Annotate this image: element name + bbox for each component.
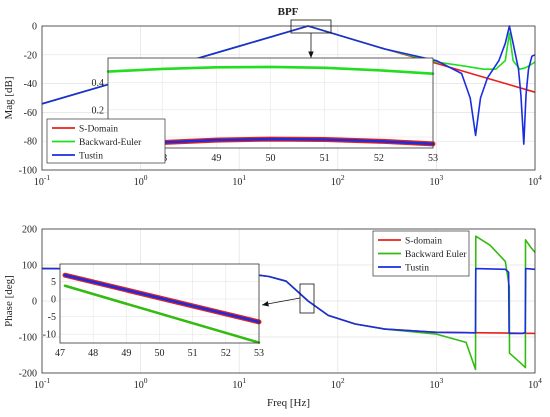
x-tick-label: 10-1 xyxy=(34,173,50,188)
inset-x-tick-label: 51 xyxy=(320,153,330,164)
zoom-region-box xyxy=(299,283,315,314)
x-tick-label: 101 xyxy=(232,173,246,188)
y-tick-label: 0 xyxy=(32,22,37,33)
inset-series-line-backward-euler xyxy=(106,65,435,75)
inset-x-tick-label: 51 xyxy=(188,348,198,359)
x-tick-label: 104 xyxy=(528,173,542,188)
x-tick-label: 10-1 xyxy=(34,376,50,391)
y-tick-label: -100 xyxy=(19,333,37,344)
y-axis-label: Phase [deg] xyxy=(3,275,15,327)
inset-x-tick-label: 50 xyxy=(155,348,165,359)
x-axis-label: Freq [Hz] xyxy=(267,397,310,409)
y-tick-label: -40 xyxy=(24,79,37,90)
y-tick-label: -20 xyxy=(24,50,37,61)
x-tick-label: 103 xyxy=(430,376,444,391)
legend-entry: S-domain xyxy=(405,237,442,247)
x-tick-label: 102 xyxy=(331,376,345,391)
series-line-tustin xyxy=(41,25,536,145)
phase-legend: S-domain Backward Euler Tustin xyxy=(372,230,470,277)
inset-y-tick-label: -5 xyxy=(48,312,56,323)
zoom-arrow-head xyxy=(262,301,269,307)
y-tick-label: 100 xyxy=(22,261,37,272)
annotation-label: BPF xyxy=(278,6,299,18)
inset-x-tick-label: 52 xyxy=(221,348,231,359)
x-tick-label: 102 xyxy=(331,173,345,188)
inset-x-tick-label: 49 xyxy=(211,153,221,164)
legend-entry: Backward-Euler xyxy=(79,138,142,148)
inset-frame xyxy=(107,57,434,149)
inset-y-tick-label: 0.4 xyxy=(92,78,105,89)
y-tick-label: -100 xyxy=(19,166,37,177)
inset-y-tick-label: 0 xyxy=(51,295,56,306)
inset-y-tick-label: -10 xyxy=(43,330,56,341)
zoom-arrow-head xyxy=(308,51,314,58)
y-tick-label: -80 xyxy=(24,137,37,148)
phase-axes-frame xyxy=(41,228,536,374)
x-tick-label: 101 xyxy=(232,376,246,391)
y-axis-label: Mag [dB] xyxy=(3,76,15,119)
legend-entry: Backward Euler xyxy=(405,250,467,260)
x-tick-label: 100 xyxy=(134,173,148,188)
magnitude-legend: S-Domain Backward-Euler Tustin xyxy=(46,118,166,164)
x-tick-label: 103 xyxy=(430,173,444,188)
y-tick-label: 200 xyxy=(22,225,37,236)
inset-x-tick-label: 48 xyxy=(88,348,98,359)
y-tick-label: -200 xyxy=(19,369,37,380)
legend-entry: Tustin xyxy=(79,152,103,162)
inset-x-tick-label: 53 xyxy=(428,153,438,164)
x-tick-label: 104 xyxy=(528,376,542,391)
y-tick-label: -60 xyxy=(24,108,37,119)
inset-x-tick-label: 49 xyxy=(121,348,131,359)
legend-entry: Tustin xyxy=(405,264,429,274)
inset-frame xyxy=(59,263,260,344)
inset-y-tick-label: 0.2 xyxy=(92,105,105,116)
legend-entry: S-Domain xyxy=(79,125,118,135)
inset-x-tick-label: 53 xyxy=(254,348,264,359)
inset-x-tick-label: 47 xyxy=(55,348,65,359)
y-tick-label: 0 xyxy=(32,297,37,308)
inset-x-tick-label: 52 xyxy=(374,153,384,164)
inset-y-tick-label: 5 xyxy=(51,277,56,288)
magnitude-panel: 10-1 100 101 102 103 104 0 -20 -40 -60 -80 -100 Mag … xyxy=(3,6,542,188)
magnitude-axes-frame xyxy=(41,25,536,171)
phase-panel: 10-1 100 101 102 103 1042001000-100-200Phase … xyxy=(3,225,542,410)
series-line-tustin xyxy=(41,267,536,335)
inset-x-tick-label: 50 xyxy=(266,153,276,164)
inset-series-line-tustin xyxy=(63,273,261,324)
x-tick-label: 100 xyxy=(134,376,148,391)
inset-series-line-backward-euler xyxy=(63,284,261,344)
